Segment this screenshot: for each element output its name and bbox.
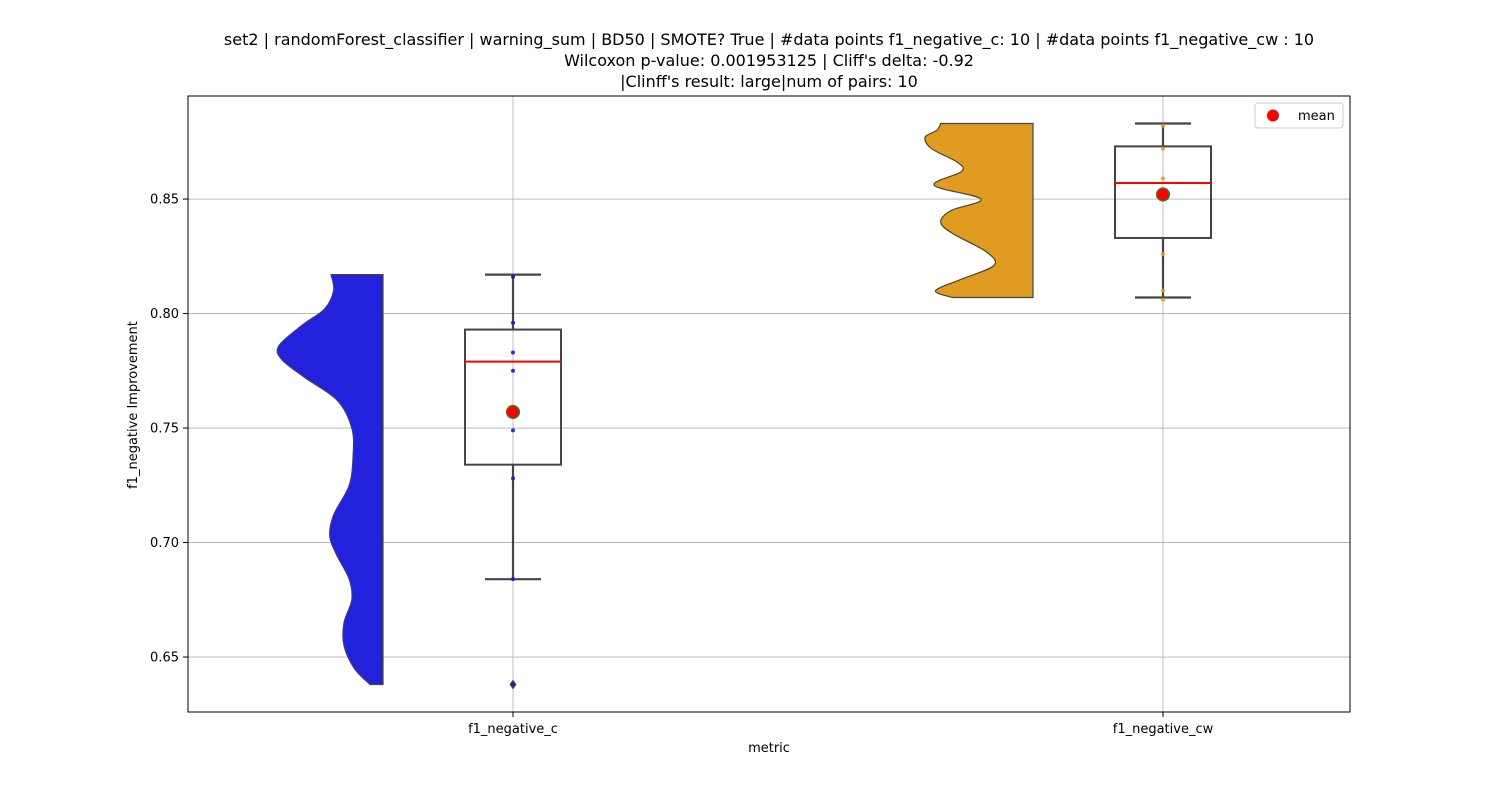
- plot-frame: [187, 95, 1351, 713]
- y-tick-label: 0.75: [150, 422, 179, 437]
- data-point: [1161, 288, 1165, 293]
- legend: mean: [1254, 102, 1344, 129]
- x-tick-label: f1_negative_c: [468, 722, 558, 737]
- mean-marker-f1_negative_c: [505, 404, 521, 420]
- y-axis-ticks: 0.65 0.70 0.75 0.80 0.85: [150, 193, 188, 666]
- mean-marker-f1_negative_cw: [1155, 187, 1171, 202]
- x-axis-label: metric: [748, 741, 790, 756]
- x-axis-ticks: f1_negative_c f1_negative_cw: [468, 712, 1214, 737]
- x-tick-label: f1_negative_cw: [1113, 722, 1214, 737]
- data-point: [1161, 176, 1165, 181]
- legend-box: [1254, 102, 1344, 129]
- chart-title-line-3: |Clinff's result: large|num of pairs: 10: [620, 72, 918, 91]
- data-point: [1161, 297, 1165, 302]
- data-point: [511, 350, 515, 355]
- box-layer: [464, 122, 1212, 690]
- violin-f1_negative_c: [276, 274, 384, 686]
- point-layer: [505, 123, 1171, 687]
- chart-title-line-2: Wilcoxon p-value: 0.001953125 | Cliff's …: [564, 51, 974, 70]
- violin-layer: [276, 122, 1034, 686]
- data-point: [1161, 252, 1165, 257]
- data-point: [1161, 123, 1165, 128]
- chart-title-line-1: set2 | randomForest_classifier | warning…: [223, 30, 1315, 49]
- boxplot-f1_negative_cw: [1114, 122, 1212, 299]
- legend-label: mean: [1298, 109, 1335, 124]
- data-point: [1161, 146, 1165, 151]
- data-point: [511, 428, 515, 433]
- data-point: [511, 368, 515, 373]
- data-point: [511, 320, 515, 325]
- y-axis-label: f1_negative Improvement: [126, 321, 141, 489]
- y-tick-label: 0.85: [150, 193, 179, 208]
- data-point: [511, 274, 515, 279]
- box-iqr: [464, 328, 562, 466]
- legend-mean-marker: [1267, 109, 1279, 122]
- data-point: [511, 476, 515, 481]
- violin-f1_negative_cw: [924, 122, 1034, 299]
- boxplot-f1_negative_c: [464, 273, 562, 690]
- box-iqr: [1114, 145, 1212, 239]
- y-tick-label: 0.65: [150, 651, 179, 666]
- data-point: [511, 577, 515, 582]
- y-tick-label: 0.80: [150, 307, 179, 322]
- y-tick-label: 0.70: [150, 536, 179, 551]
- data-point: [511, 682, 515, 687]
